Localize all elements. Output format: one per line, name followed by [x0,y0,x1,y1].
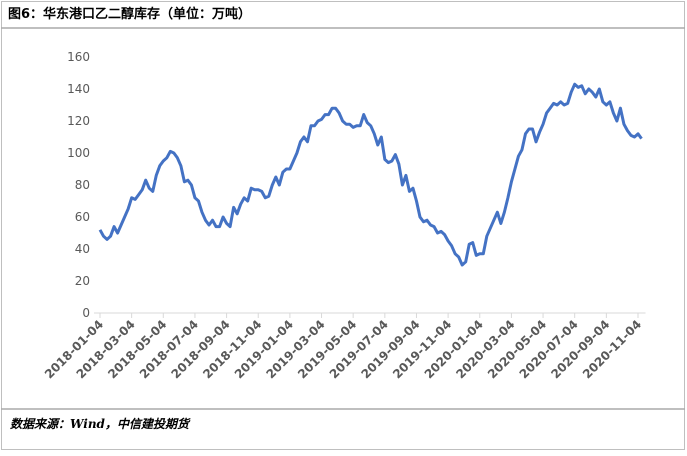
y-tick-label: 120 [67,114,90,128]
y-tick-label: 140 [67,82,90,96]
y-tick-label: 20 [75,274,90,288]
y-tick-label: 80 [75,178,90,192]
y-tick-label: 60 [75,210,90,224]
chart-title: 图6：华东港口乙二醇库存（单位：万吨） [8,6,251,22]
y-tick-label: 100 [67,146,90,160]
source-note: 数据来源：Wind，中信建投期货 [10,417,191,431]
series-line [98,82,643,267]
y-tick-label: 160 [67,50,90,64]
y-tick-label: 0 [82,306,90,320]
y-tick-label: 40 [75,242,90,256]
